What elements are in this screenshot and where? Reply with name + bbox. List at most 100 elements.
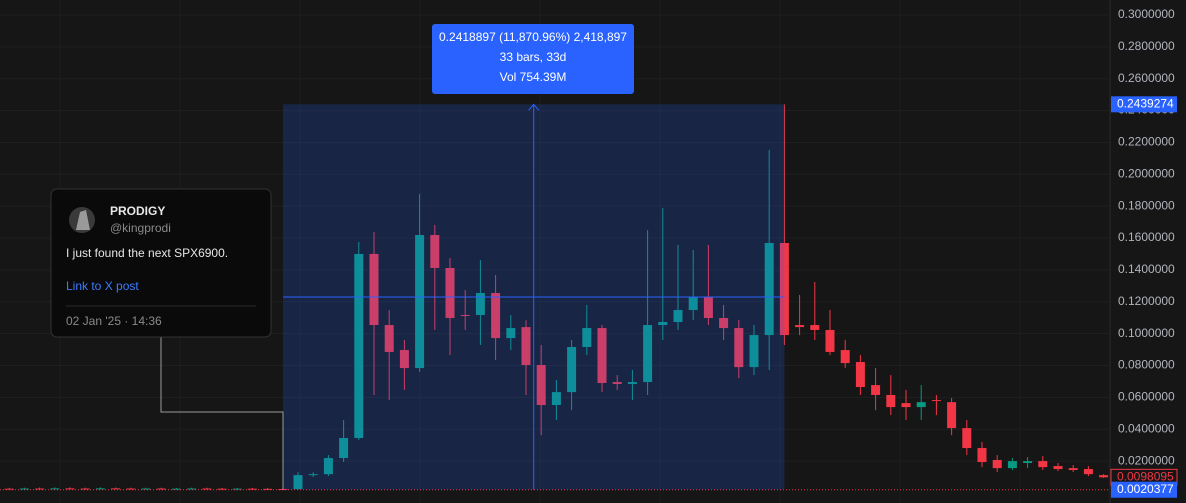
candle-body	[19, 488, 29, 490]
candle-body	[795, 325, 805, 328]
candle-body	[810, 325, 820, 330]
candle-body	[4, 488, 14, 490]
price-badge-label: 0.0020377	[1117, 482, 1174, 496]
post-card	[50, 188, 272, 338]
post-connector	[160, 337, 284, 490]
candle-body	[1038, 461, 1048, 468]
y-tick-label: 0.0800000	[1118, 358, 1175, 372]
candle-body	[992, 459, 1002, 469]
candle-body	[460, 314, 470, 316]
candle-body	[688, 296, 698, 311]
candle-body	[1068, 468, 1078, 471]
candle-body	[901, 403, 911, 408]
candle-body	[855, 361, 865, 388]
candle-body	[673, 310, 683, 323]
y-tick-label: 0.1000000	[1118, 326, 1175, 340]
price-badge-label: 0.2439274	[1117, 96, 1174, 110]
candle-body	[567, 347, 577, 393]
measure-arrow	[528, 103, 540, 111]
candle-body	[627, 382, 637, 384]
candle-body	[202, 488, 212, 490]
post-link[interactable]: Link to X post	[66, 279, 139, 293]
candle-body	[95, 488, 105, 490]
candle-body	[141, 488, 151, 490]
candle-body	[612, 382, 622, 384]
y-tick-label: 0.0400000	[1118, 421, 1175, 435]
measure-label-box	[432, 24, 634, 94]
y-tick-label: 0.1400000	[1118, 262, 1175, 276]
candle-body	[65, 488, 75, 490]
candle-body	[551, 392, 561, 406]
candle-body	[187, 488, 197, 490]
candle-body	[217, 488, 227, 490]
candle-body	[719, 318, 729, 329]
y-tick-label: 0.2600000	[1118, 71, 1175, 85]
candle-body	[111, 488, 121, 490]
candle-body	[126, 488, 136, 490]
candle-body	[1053, 466, 1063, 470]
post-avatar-figure	[76, 210, 90, 230]
candle-body	[947, 402, 957, 429]
y-tick-label: 0.0200000	[1118, 453, 1175, 467]
candle-body	[35, 488, 45, 490]
candle-body	[643, 325, 653, 383]
candle-body	[384, 325, 394, 352]
y-axis: 0.30000000.28000000.26000000.24000000.22…	[1118, 7, 1175, 467]
price-badge	[1111, 481, 1177, 498]
candle-body	[506, 328, 516, 339]
candle-body	[840, 350, 850, 364]
candle-body	[293, 475, 303, 489]
candle-body	[354, 253, 364, 438]
candle-body	[369, 253, 379, 326]
candle-body	[399, 350, 409, 369]
price-badge-label: 0.0098095	[1117, 470, 1174, 484]
y-tick-label: 0.0600000	[1118, 390, 1175, 404]
candle-body	[50, 488, 60, 490]
candle-body	[232, 488, 242, 490]
candle-body	[1083, 469, 1093, 475]
candle-body	[749, 335, 759, 368]
y-tick-label: 0.1800000	[1118, 198, 1175, 212]
candle-body	[764, 242, 774, 336]
post-handle: @kingprodi	[110, 221, 171, 235]
candle-body	[977, 448, 987, 463]
candle-body	[734, 328, 744, 368]
post-date: 02 Jan '25 · 14:36	[66, 314, 162, 328]
candle-body	[247, 488, 257, 490]
candle-body	[475, 293, 485, 315]
candle-body	[703, 296, 713, 319]
y-tick-label: 0.2800000	[1118, 39, 1175, 53]
candle-body	[931, 400, 941, 402]
candle-body	[308, 474, 318, 476]
candle-body	[536, 365, 546, 406]
measure-label: 33 bars, 33d	[500, 50, 567, 64]
candle-body	[156, 488, 166, 490]
candle-body	[521, 327, 531, 366]
candle-body	[339, 437, 349, 459]
candle-body	[825, 329, 835, 352]
candle-body	[1099, 475, 1109, 478]
candle-body	[886, 394, 896, 408]
candle-body	[1023, 461, 1033, 464]
price-badge	[1111, 96, 1177, 113]
post-text: I just found the next SPX6900.	[66, 246, 228, 260]
candle-body	[916, 402, 926, 408]
candle-body	[597, 328, 607, 384]
y-tick-label: 0.1200000	[1118, 294, 1175, 308]
candle-body	[779, 242, 789, 336]
candle-body	[1007, 461, 1017, 469]
measure-label: Vol 754.39M	[500, 70, 567, 84]
y-tick-label: 0.1600000	[1118, 230, 1175, 244]
candle-body	[415, 235, 425, 369]
measure-label: 0.2418897 (11,870.96%) 2,418,897	[439, 30, 627, 44]
candle-body	[323, 458, 333, 475]
candle-body	[962, 428, 972, 449]
y-tick-label: 0.2200000	[1118, 135, 1175, 149]
candle-body	[171, 488, 181, 490]
candle-body	[80, 488, 90, 490]
candle-body	[871, 385, 881, 395]
candle-body	[491, 293, 501, 339]
candle-body	[445, 267, 455, 319]
post-name: PRODIGY	[110, 204, 165, 218]
